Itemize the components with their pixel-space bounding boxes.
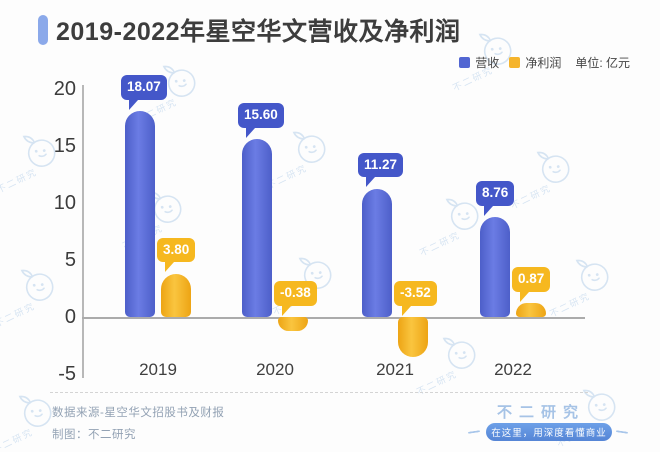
- callout-value-label: 11.27: [364, 156, 398, 172]
- unit-label: 单位: 亿元: [575, 56, 630, 70]
- bar-revenue-2019: [125, 111, 155, 317]
- value-callout-revenue-2020: 15.60: [238, 103, 284, 138]
- y-axis-tick: 10: [53, 192, 76, 214]
- zero-baseline: [82, 317, 585, 319]
- x-axis-label-2020: 2020: [256, 360, 294, 379]
- value-callout-revenue-2022: 8.76: [476, 181, 515, 216]
- x-axis-label-2022: 2022: [494, 360, 532, 379]
- y-axis-tick: 20: [53, 78, 76, 100]
- y-axis-line: [82, 85, 84, 378]
- callout-tail: [165, 262, 174, 273]
- profit-swatch-icon: [509, 57, 521, 68]
- y-axis-tick: 0: [64, 306, 76, 328]
- callout-tail: [520, 291, 529, 302]
- bar-net-profit-2022: [516, 303, 546, 317]
- callout-value-label: 3.80: [163, 241, 190, 257]
- footer-separator: [50, 392, 588, 393]
- chart-credit-note: 制图：不二研究: [52, 429, 136, 441]
- callout-tail: [282, 305, 291, 316]
- x-axis-label-2021: 2021: [376, 360, 414, 379]
- brand-logo-text: 不二研究: [497, 404, 586, 421]
- title-accent-bar: [38, 15, 48, 45]
- legend-item-profit: 净利润: [509, 54, 561, 71]
- value-callout-revenue-2019: 18.07: [121, 75, 167, 110]
- callout-tail: [366, 177, 375, 188]
- x-axis-label-2019: 2019: [139, 360, 177, 379]
- legend-item-revenue: 营收: [459, 54, 499, 71]
- revenue-swatch-icon: [459, 57, 471, 68]
- bar-revenue-2022: [480, 217, 510, 317]
- callout-value-label: 18.07: [127, 79, 161, 94]
- value-callout-net-profit-2020: -0.38: [274, 281, 317, 316]
- legend-label-profit: 净利润: [525, 56, 562, 70]
- callout-value-label: 0.87: [518, 271, 545, 286]
- bar-net-profit-2019: [161, 273, 191, 317]
- y-axis-tick: 5: [64, 249, 76, 271]
- callout-value-label: -3.52: [400, 285, 431, 300]
- callout-value-label: -0.38: [280, 285, 311, 300]
- y-axis-tick: -5: [58, 363, 76, 385]
- bar-revenue-2020: [242, 139, 272, 317]
- callout-tail: [402, 305, 411, 316]
- y-axis-tick: 15: [53, 135, 76, 157]
- callout-tail: [484, 205, 493, 216]
- value-callout-net-profit-2019: 3.80: [157, 237, 196, 273]
- callout-value-label: 15.60: [244, 107, 278, 123]
- callout-tail: [129, 99, 138, 110]
- chart-header: 2019-2022年星空华文营收及净利润: [38, 12, 461, 48]
- chart-legend: 营收 净利润 单位: 亿元: [459, 54, 630, 71]
- bar-net-profit-2021: [398, 317, 428, 358]
- value-callout-net-profit-2022: 0.87: [512, 267, 551, 302]
- brand-tagline-pill: 在这里，用深度看懂商业: [486, 423, 612, 441]
- page-title: 2019-2022年星空华文营收及净利润: [56, 18, 461, 46]
- data-source-note: 数据来源-星空华文招股书及财报: [52, 407, 225, 419]
- bar-net-profit-2020: [278, 317, 308, 331]
- legend-label-revenue: 营收: [475, 56, 500, 70]
- callout-value-label: 8.76: [482, 185, 509, 201]
- callout-tail: [246, 127, 255, 138]
- value-callout-net-profit-2021: -3.52: [394, 281, 437, 316]
- value-callout-revenue-2021: 11.27: [358, 152, 404, 188]
- bar-revenue-2021: [362, 188, 392, 317]
